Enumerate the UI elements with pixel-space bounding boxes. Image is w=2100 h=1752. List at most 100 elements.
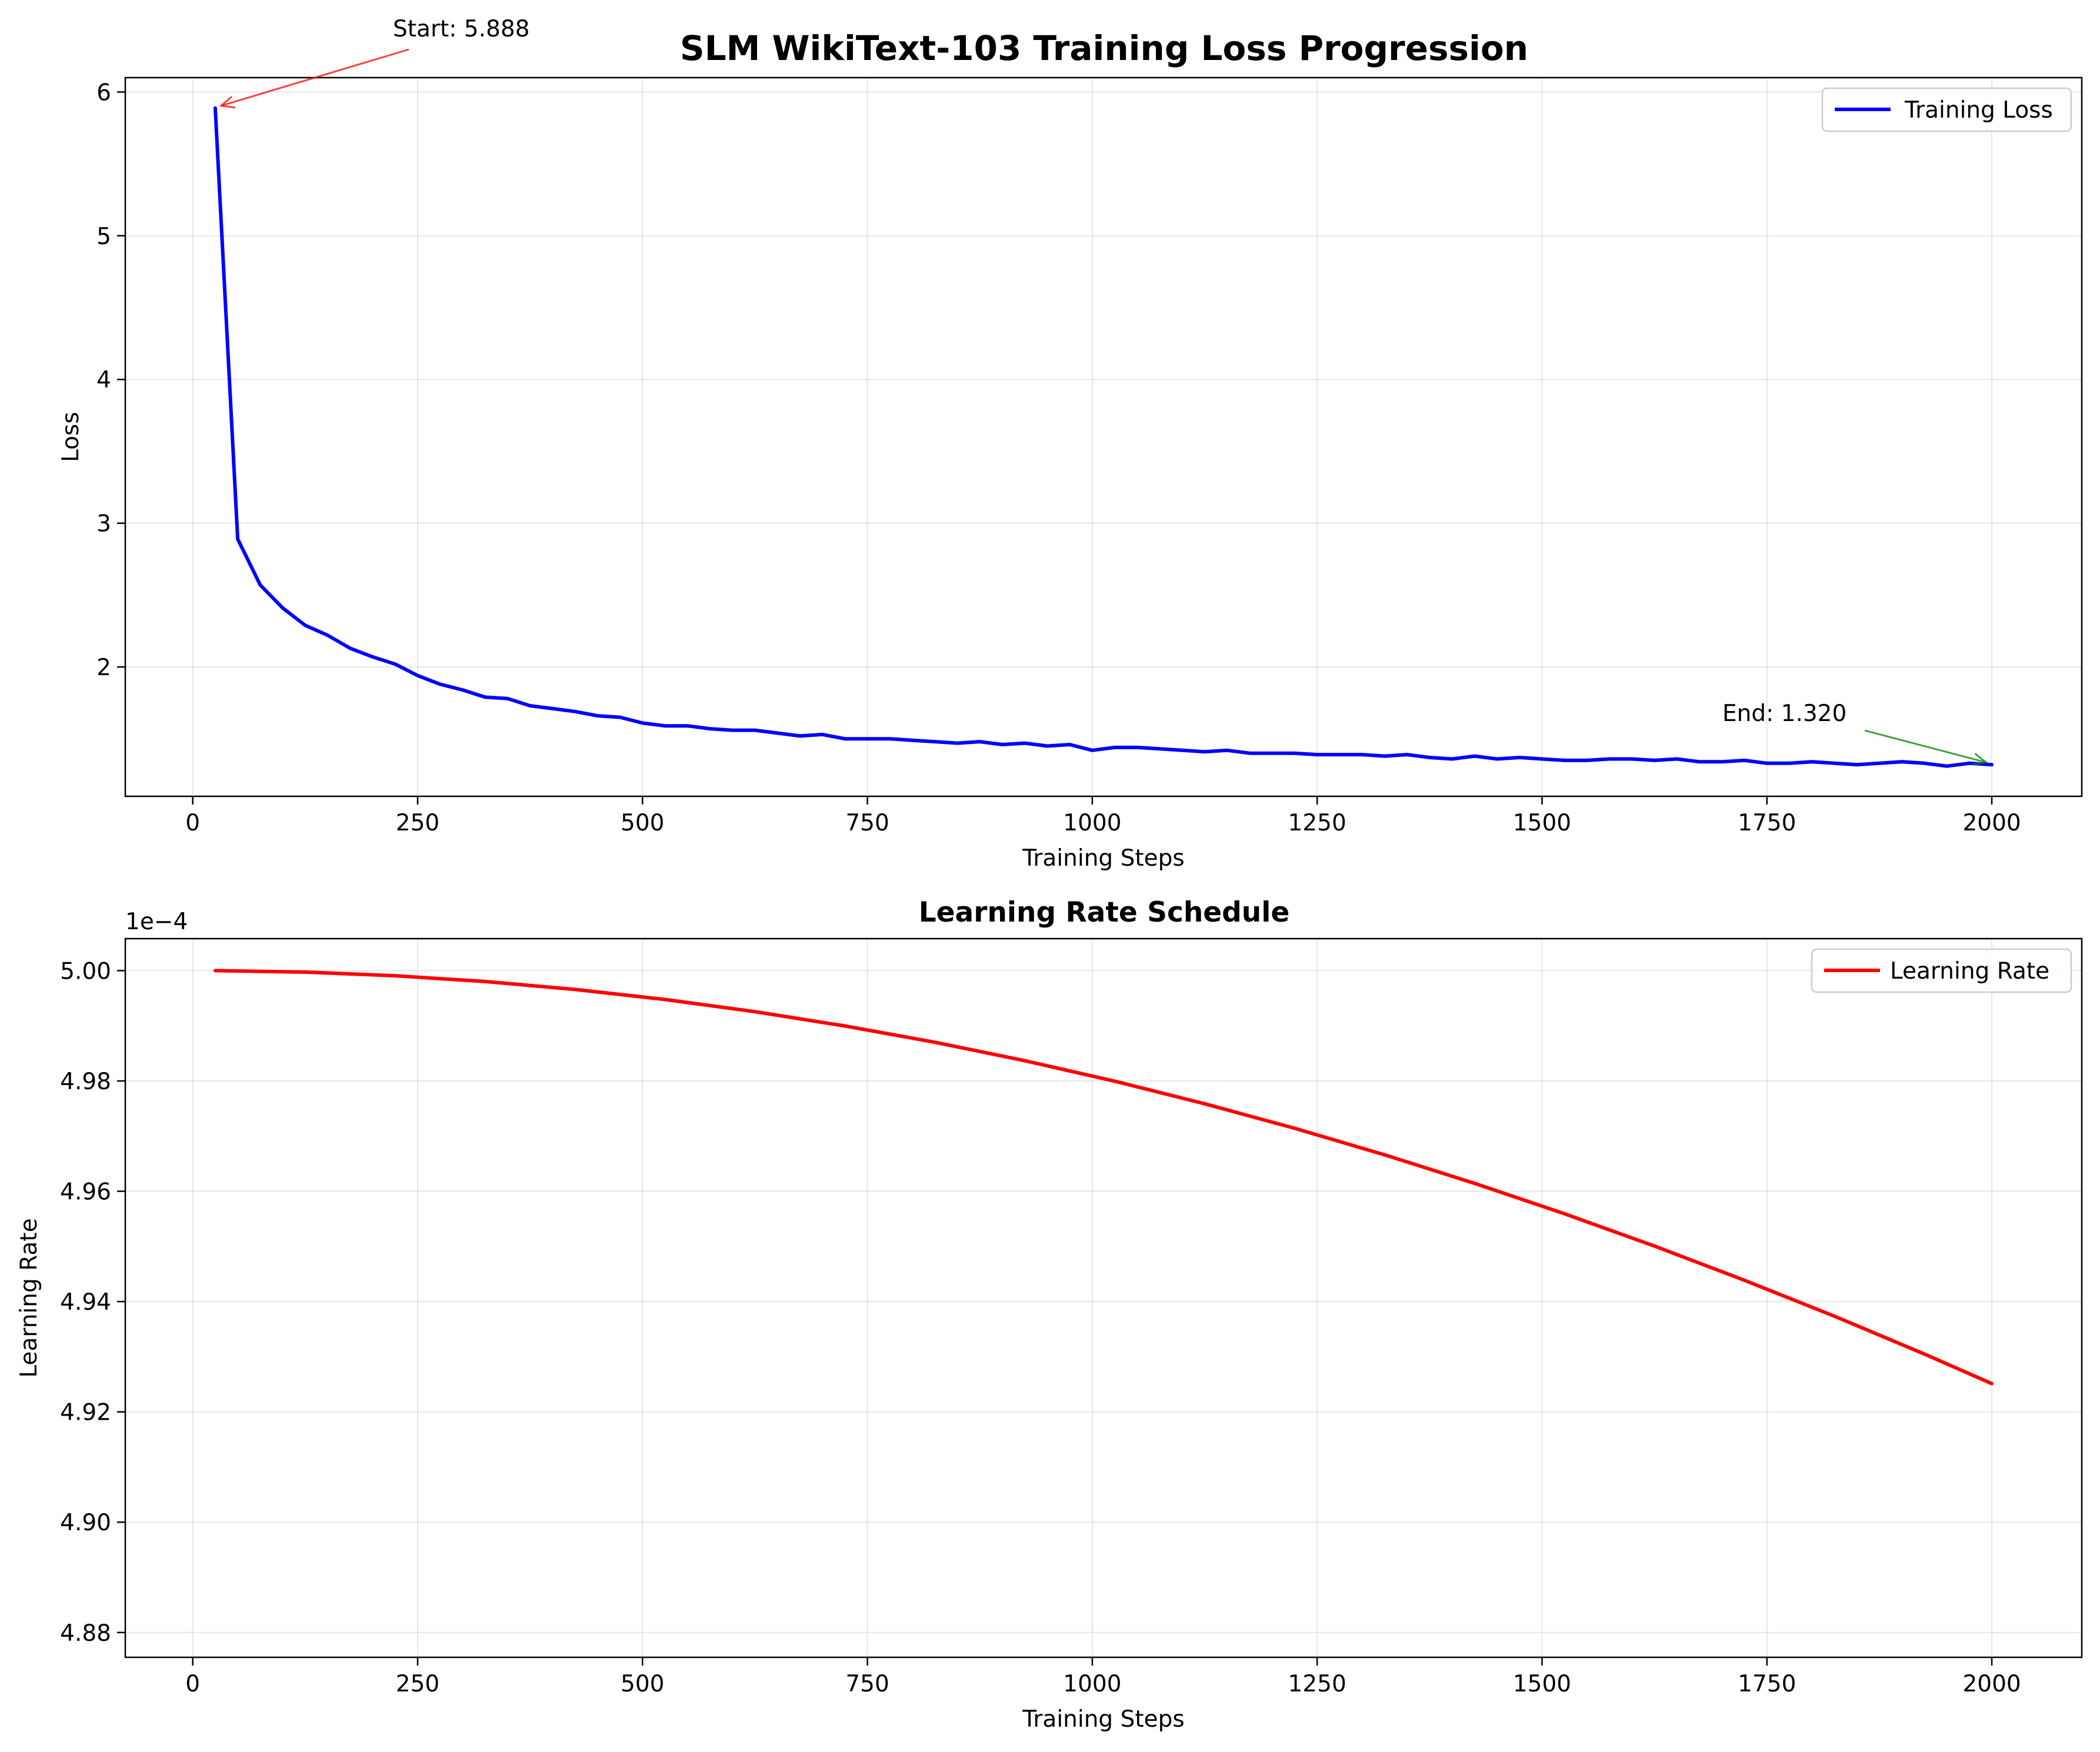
loss-x-tick-label: 1750 [1738,810,1796,836]
loss-data-point [978,740,982,743]
lr-grid [125,939,2082,1657]
lr-legend: Learning Rate [1811,948,2072,993]
loss-data-point [1248,752,1252,755]
loss-data-point [1473,755,1476,758]
lr-x-tick-label: 1750 [1738,1671,1796,1697]
loss-data-point [1383,755,1386,758]
loss-data-point [551,707,554,710]
loss-data-point [641,721,644,725]
lr-legend-label: Learning Rate [1890,958,2049,985]
loss-data-point [1743,759,1746,762]
lr-x-axis-label: Training Steps [1022,1706,1184,1733]
loss-x-tick-label: 1500 [1513,810,1571,836]
loss-panel: SLM WikiText-103 Training Loss Progressi… [58,16,2083,872]
loss-data-point [416,674,419,678]
loss-data-point [461,688,464,692]
lr-x-tick-label: 1000 [1063,1671,1121,1697]
end-annotation-arrow [1864,729,1986,763]
start-annotation-arrow [221,48,409,107]
loss-data-point [731,729,734,732]
lr-data-point [1833,1314,1836,1318]
loss-data-point [776,732,779,735]
lr-legend-box [1811,948,2072,993]
loss-series-line [213,106,1994,768]
loss-x-tick-label: 2000 [1962,810,2021,836]
lr-data-point [214,969,217,972]
loss-data-point [1023,742,1026,745]
loss-data-point [1181,749,1184,752]
loss-data-point [1968,762,1971,765]
loss-data-point [1451,757,1454,761]
loss-data-point [1630,757,1634,761]
loss-data-point [1788,762,1791,765]
loss-data-point [888,737,892,740]
loss-legend: Training Loss [1821,87,2072,132]
loss-annotations: Start: 5.888 End: 1.320 [219,16,1988,766]
loss-data-point [1653,759,1656,762]
loss-data-point [821,733,824,736]
lr-data-point [1563,1212,1566,1216]
loss-data-point [1900,760,1904,763]
loss-data-point [1878,762,1881,765]
lr-data-point [304,970,307,974]
loss-y-tick-label: 2 [96,655,111,681]
loss-legend-label: Training Loss [1904,97,2053,124]
lr-data-point [1653,1244,1656,1248]
loss-x-tick-label: 1000 [1063,810,1121,836]
loss-data-point [753,729,756,732]
loss-data-point [1541,757,1544,761]
lr-x-axis: 0 250 500 750 1000 1250 1500 1750 2000 [185,1657,2021,1697]
lr-data-point [843,1024,846,1028]
lr-data-point [753,1010,756,1013]
start-annotation-label: Start: 5.888 [393,16,529,42]
loss-x-axis: 0 250 500 750 1000 1250 1500 1750 2000 [185,796,2021,836]
lr-data-point [484,980,487,983]
loss-data-point [1203,750,1206,753]
lr-data-point [1743,1279,1746,1282]
annotation-arrowhead [219,96,235,109]
lr-data-point [1023,1059,1026,1063]
loss-data-point [1608,757,1611,761]
loss-y-tick-label: 6 [96,79,111,106]
lr-data-point [1203,1102,1206,1106]
loss-data-point [281,606,285,610]
lr-data-point [1113,1079,1116,1083]
lr-data-point [1383,1153,1386,1157]
loss-x-tick-label: 0 [185,810,200,836]
lr-x-tick-label: 1500 [1513,1671,1571,1697]
lr-plot-area [213,969,1994,1386]
loss-data-point [798,734,802,737]
loss-data-point [394,662,397,666]
loss-data-point [933,740,936,743]
loss-data-point [956,742,959,745]
loss-data-point [1563,759,1566,762]
lr-y-tick-label: 4.94 [60,1289,111,1316]
loss-data-point [1833,762,1836,765]
lr-data-point [933,1040,936,1044]
loss-y-axis-label: Loss [58,412,84,462]
lr-offset-label: 1e−4 [125,909,188,935]
lr-x-tick-label: 250 [396,1671,439,1697]
lr-y-axis: 4.88 4.90 4.92 4.94 4.96 4.98 5.00 [60,958,125,1647]
loss-data-point [371,655,375,659]
loss-data-point [1405,753,1409,756]
loss-data-point [1068,743,1072,746]
loss-data-point [866,737,869,740]
lr-x-tick-label: 750 [845,1671,889,1697]
loss-y-axis: 2 3 4 5 6 [96,79,125,681]
loss-data-point [911,739,914,742]
loss-data-point [708,727,712,730]
lr-x-tick-label: 2000 [1962,1671,2021,1697]
loss-data-point [1945,765,1949,768]
lr-data-point [1990,1382,1994,1386]
loss-data-point [1361,753,1364,756]
lr-title: Learning Rate Schedule [919,896,1290,929]
loss-data-point [326,633,329,637]
loss-grid [125,78,2082,796]
end-annotation-label: End: 1.320 [1722,700,1846,727]
lr-data-point [1922,1352,1926,1356]
loss-data-point [304,623,307,627]
loss-data-point [1135,746,1139,749]
